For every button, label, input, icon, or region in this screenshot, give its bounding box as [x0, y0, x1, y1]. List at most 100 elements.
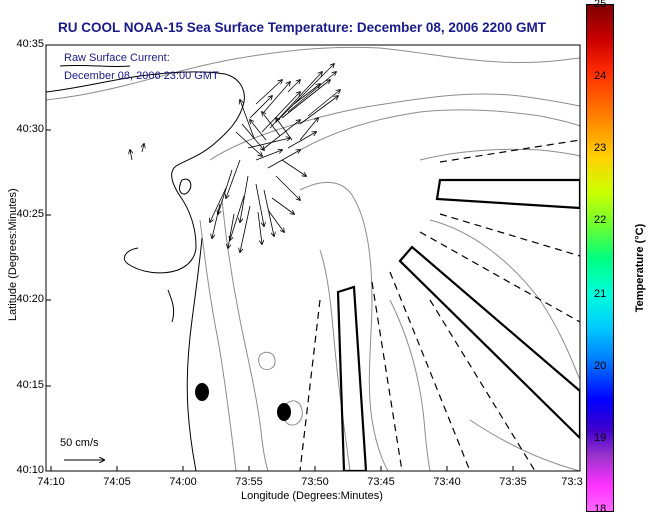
current-annotation-line1: Raw Surface Current: — [64, 52, 170, 64]
coastline-north — [46, 71, 245, 274]
current-vector — [235, 131, 262, 156]
contour-line — [319, 249, 351, 471]
current-vector — [255, 80, 282, 105]
current-vector — [307, 90, 340, 117]
radial-dashed-lines — [299, 139, 580, 471]
current-vector — [287, 72, 336, 113]
current-vector — [210, 187, 227, 222]
current-vector — [299, 96, 338, 125]
coastline-detail — [59, 64, 131, 68]
contour-line — [469, 419, 580, 471]
current-vector — [267, 150, 300, 169]
polygon-southeast — [398, 245, 580, 440]
dashed-line — [439, 139, 580, 163]
x-axis-label: Longitude (Degrees:Minutes) — [241, 490, 383, 502]
x-tick-label: 73:50 — [301, 476, 329, 488]
y-tick-label: 40:25 — [16, 208, 44, 220]
current-vector — [269, 72, 322, 129]
colorbar-tick-label: 24 — [594, 70, 607, 82]
current-vector — [240, 175, 249, 222]
current-vector — [287, 80, 300, 93]
current-vector — [226, 159, 241, 198]
coastline — [46, 64, 245, 471]
current-vector — [263, 189, 274, 236]
buoy-marker — [195, 383, 209, 401]
contour-line — [209, 93, 580, 161]
x-tick-label: 74:00 — [169, 476, 197, 488]
current-vector — [255, 183, 264, 226]
contour-line — [299, 181, 389, 471]
current-vectors — [130, 64, 340, 252]
current-vector — [228, 213, 235, 248]
current-vector — [240, 100, 255, 139]
contour-line — [299, 109, 580, 151]
current-vector — [257, 211, 262, 244]
current-vector — [271, 197, 294, 214]
polygon-east — [435, 178, 580, 210]
current-vector — [293, 84, 320, 105]
current-vector — [230, 195, 245, 240]
current-vector — [250, 120, 267, 141]
scale-label: 50 cm/s — [60, 437, 99, 449]
x-tick-label: 73:3 — [561, 476, 583, 488]
current-vector — [130, 150, 132, 161]
contour-line — [419, 148, 580, 161]
contour-line — [258, 351, 276, 371]
contour-line — [389, 299, 431, 471]
current-vector — [275, 175, 300, 200]
current-vector — [261, 92, 300, 133]
x-tick-label: 73:40 — [433, 476, 461, 488]
current-vector — [241, 123, 264, 150]
dashed-line — [419, 231, 580, 323]
bathymetry-contours — [46, 46, 580, 471]
colorbar-tick-label: 21 — [594, 288, 607, 300]
colorbar-tick-label: 25 — [594, 0, 607, 10]
current-vector — [299, 118, 318, 141]
current-vector — [247, 138, 290, 149]
x-tick-label: 74:10 — [37, 476, 65, 488]
y-tick-label: 40:20 — [16, 293, 44, 305]
current-vector — [218, 169, 233, 214]
current-vector — [255, 150, 282, 161]
contour-line — [221, 199, 269, 471]
colorbar-tick-label: 19 — [594, 432, 607, 444]
current-annotation-line2: December 08, 2006 23:00 GMT — [64, 70, 219, 82]
current-vector — [275, 64, 334, 123]
current-vector — [281, 80, 330, 119]
coastline-south — [186, 237, 203, 471]
current-vector — [263, 82, 290, 113]
x-tick-label: 73:55 — [235, 476, 263, 488]
current-vector — [261, 120, 300, 151]
coastline-detail — [179, 178, 192, 195]
current-vector — [249, 96, 272, 119]
contour-line — [46, 46, 580, 101]
polygon-south — [336, 285, 368, 471]
x-tick-label: 73:45 — [367, 476, 395, 488]
tick-marks — [46, 44, 514, 471]
current-vector — [281, 159, 306, 176]
y-tick-label: 40:15 — [16, 379, 44, 391]
current-vector — [240, 205, 251, 252]
y-tick-label: 40:35 — [16, 38, 44, 50]
colorbar-tick-label: 20 — [594, 360, 607, 372]
current-vector — [142, 144, 144, 153]
current-vector — [212, 203, 221, 238]
plot-frame — [45, 44, 581, 472]
colorbar-tick-label: 23 — [594, 142, 607, 154]
contour-line — [429, 219, 580, 381]
buoy-marker — [277, 403, 291, 421]
dashed-line — [389, 271, 471, 471]
current-vector — [267, 209, 284, 232]
dashed-line — [439, 213, 580, 257]
map-plot-area — [46, 46, 580, 471]
current-vector — [276, 118, 293, 141]
current-vector — [287, 132, 316, 149]
colorbar-label: Temperature (°C) — [634, 223, 646, 313]
coastline-detail — [167, 289, 175, 323]
dashed-line — [429, 299, 536, 471]
x-tick-label: 73:35 — [499, 476, 527, 488]
contour-line — [199, 219, 237, 471]
y-axis-label: Latitude (Degrees:Minutes) — [7, 188, 19, 321]
outlined-polygons — [336, 178, 580, 471]
